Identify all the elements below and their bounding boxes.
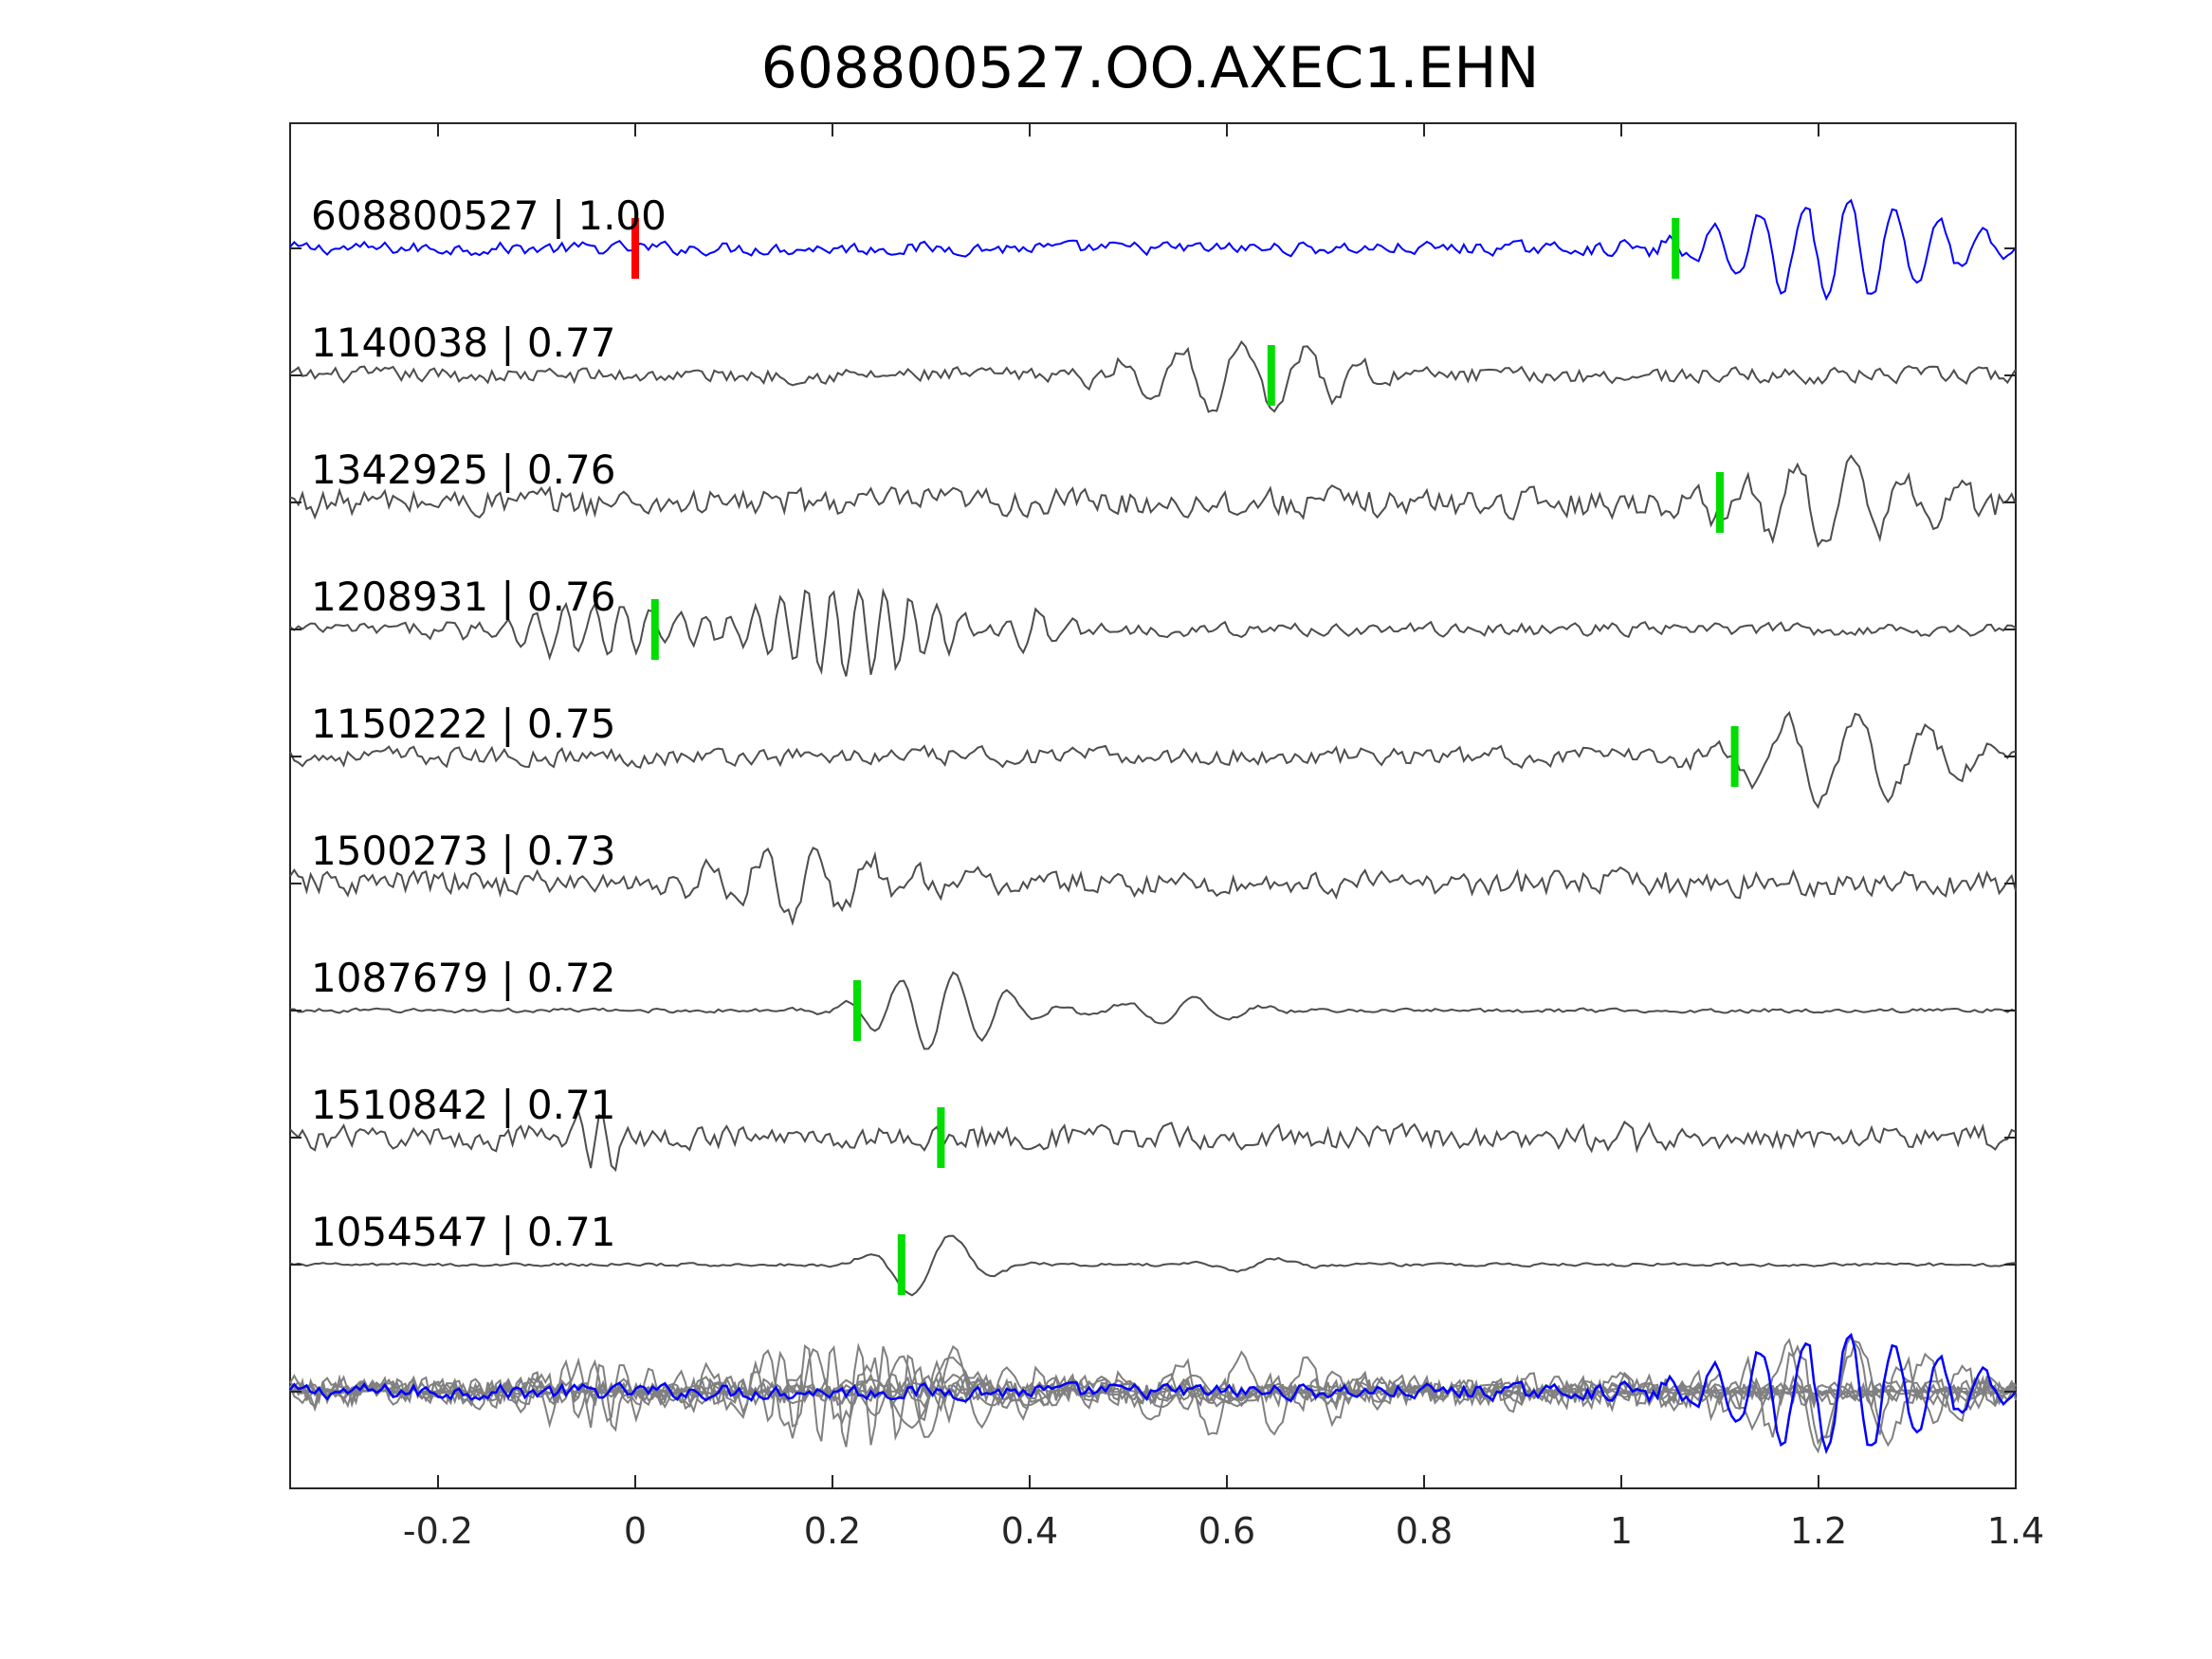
waveform-trace-1087679 bbox=[289, 971, 2017, 1050]
x-tick-label: 0.8 bbox=[1396, 1510, 1453, 1552]
waveform-trace-1510842 bbox=[289, 1108, 2017, 1173]
trace-label-1140038: 1140038 | 0.77 bbox=[311, 319, 615, 366]
waveform-trace-1150222 bbox=[289, 710, 2017, 810]
trace-label-1510842: 1510842 | 0.71 bbox=[311, 1082, 615, 1128]
x-tick-label: -0.2 bbox=[403, 1510, 473, 1552]
phase-picks bbox=[631, 218, 1739, 1295]
x-tick-label: 0 bbox=[624, 1510, 647, 1552]
waveform-trace-1140038 bbox=[289, 339, 2017, 413]
x-tick-label: 1.2 bbox=[1790, 1510, 1847, 1552]
x-tick-label: 0.6 bbox=[1198, 1510, 1255, 1552]
trace-label-608800527: 608800527 | 1.00 bbox=[311, 192, 667, 239]
waveform-trace-1500273 bbox=[289, 847, 2017, 927]
waveform-trace-1054547 bbox=[289, 1234, 2017, 1297]
trace-label-1054547: 1054547 | 0.71 bbox=[311, 1209, 615, 1255]
x-tick-label: 1 bbox=[1610, 1510, 1633, 1552]
trace-label-1500273: 1500273 | 0.73 bbox=[311, 828, 615, 874]
stack-trace-template bbox=[288, 1332, 2018, 1455]
trace-label-1342925: 1342925 | 0.76 bbox=[311, 447, 615, 493]
stack-overlay bbox=[288, 1332, 2018, 1455]
x-tick-label: 0.2 bbox=[804, 1510, 861, 1552]
waveform-trace-1342925 bbox=[289, 454, 2017, 548]
waveform-trace-1208931 bbox=[289, 587, 2017, 677]
waveform-trace-608800527 bbox=[289, 198, 2017, 301]
x-tick-label: 0.4 bbox=[1001, 1510, 1058, 1552]
traces-layer bbox=[289, 198, 2017, 1297]
x-axis-ticks: -0.2 0 0.2 0.4 0.6 0.8 1 1.2 1.4 bbox=[290, 123, 2044, 1552]
trace-label-1087679: 1087679 | 0.72 bbox=[311, 955, 615, 1001]
plot-frame bbox=[289, 122, 2017, 1489]
trace-label-1150222: 1150222 | 0.75 bbox=[311, 701, 615, 747]
chart-title: 608800527.OO.AXEC1.EHN bbox=[761, 35, 1540, 101]
x-tick-label: 1.4 bbox=[1987, 1510, 2044, 1552]
trace-labels: 608800527 | 1.00 1140038 | 0.77 1342925 | … bbox=[311, 192, 667, 1255]
stack-trace-match bbox=[289, 1357, 2017, 1432]
trace-label-1208931: 1208931 | 0.76 bbox=[311, 574, 615, 620]
stack-trace-match bbox=[289, 1357, 2017, 1430]
